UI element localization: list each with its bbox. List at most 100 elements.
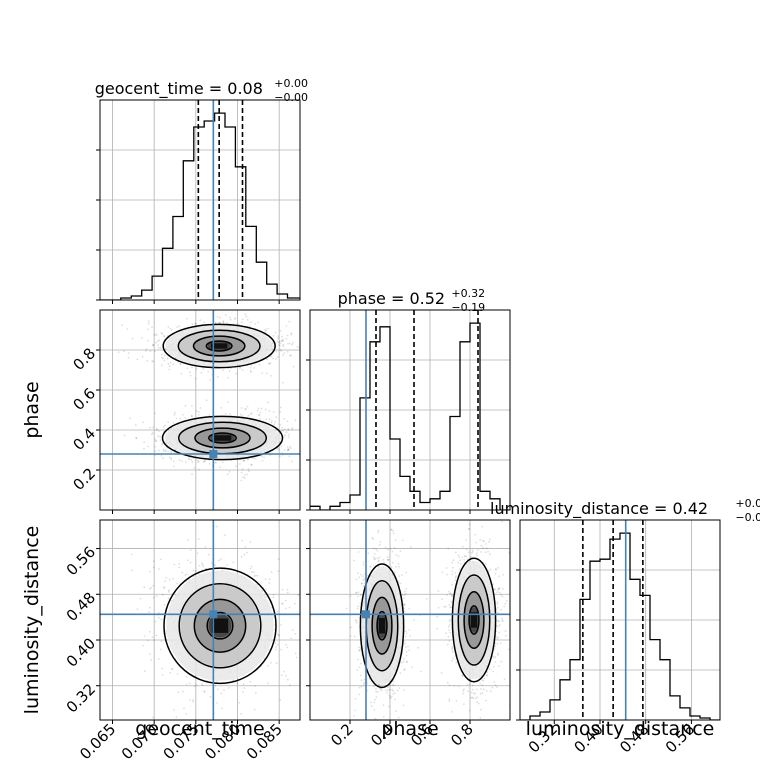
sample-point (391, 550, 394, 553)
sample-point (492, 656, 495, 659)
sample-point (246, 318, 249, 321)
sample-point (403, 610, 406, 613)
sample-point (284, 607, 287, 610)
sample-point (250, 364, 253, 366)
sample-point (208, 463, 211, 465)
sample-point (375, 696, 378, 699)
sample-point (492, 670, 495, 673)
sample-point (182, 690, 184, 693)
sample-point (472, 697, 475, 700)
sample-point (357, 551, 360, 553)
sample-point (241, 318, 244, 321)
sample-point (175, 716, 178, 718)
sample-point (280, 350, 283, 352)
sample-point (209, 695, 212, 698)
sample-point (203, 691, 206, 693)
sample-point (249, 366, 252, 369)
sample-point (383, 561, 385, 564)
sample-point (239, 413, 242, 416)
sample-point (389, 688, 391, 691)
sample-point (290, 637, 292, 640)
sample-point (277, 335, 280, 338)
sample-point (375, 690, 377, 693)
panel-content (100, 310, 300, 510)
sample-point (389, 547, 392, 550)
sample-point (172, 465, 175, 468)
sample-point (467, 690, 470, 693)
sample-point (194, 570, 197, 572)
sample-point (267, 682, 269, 685)
sample-point (281, 335, 283, 338)
sample-point (288, 606, 291, 609)
sample-point (139, 597, 142, 600)
sample-point (154, 450, 157, 452)
title-lower-error: −0.00 (274, 91, 308, 104)
sample-point (163, 587, 166, 589)
sample-point (482, 547, 485, 549)
sample-point (449, 619, 451, 621)
sample-point (275, 350, 278, 353)
sample-point (184, 461, 187, 463)
sample-point (362, 575, 364, 578)
sample-point (190, 415, 193, 418)
sample-point (245, 315, 248, 318)
sample-point (378, 684, 380, 686)
sample-point (194, 377, 197, 380)
sample-point (281, 426, 284, 429)
sample-point (349, 595, 352, 597)
sample-point (257, 407, 260, 410)
sample-point (366, 682, 369, 685)
sample-point (151, 636, 154, 638)
sample-point (158, 616, 160, 619)
sample-point (282, 345, 285, 348)
panel-content (310, 520, 510, 720)
sample-point (274, 420, 277, 423)
sample-point (402, 704, 405, 707)
sample-point (404, 630, 407, 633)
sample-point (272, 345, 275, 348)
sample-point (379, 687, 382, 690)
sample-point (198, 460, 200, 463)
sample-point (143, 586, 146, 589)
sample-point (207, 553, 210, 556)
sample-point (268, 578, 271, 581)
sample-point (197, 538, 200, 540)
sample-point (278, 340, 281, 343)
sample-point (227, 686, 230, 689)
sample-point (361, 582, 363, 585)
sample-point (227, 376, 230, 379)
sample-point (401, 594, 404, 597)
sample-point (471, 688, 474, 691)
sample-point (195, 368, 198, 370)
sample-point (497, 620, 500, 622)
sample-point (403, 597, 405, 599)
sample-point (375, 688, 377, 690)
sample-point (405, 651, 408, 653)
sample-point (404, 635, 407, 638)
sample-point (254, 685, 256, 687)
sample-point (240, 321, 243, 324)
sample-point (281, 338, 284, 341)
sample-point (243, 460, 246, 462)
sample-point (394, 566, 397, 568)
sample-point (163, 354, 166, 357)
panel-frame (99, 519, 301, 721)
sample-point (189, 549, 192, 551)
sample-point (279, 455, 281, 458)
sample-point (392, 690, 395, 692)
sample-point (240, 407, 243, 409)
sample-point (258, 414, 261, 417)
sample-point (224, 314, 227, 316)
sample-point (246, 405, 249, 408)
sample-point (193, 467, 196, 469)
panel-title-phase: phase = 0.52 (338, 289, 445, 308)
sample-point (176, 673, 179, 675)
sample-point (248, 470, 250, 473)
sample-point (255, 691, 257, 694)
sample-point (211, 368, 213, 370)
sample-point (485, 547, 488, 550)
sample-point (176, 582, 179, 585)
sample-point (163, 335, 166, 338)
sample-point (349, 626, 352, 629)
